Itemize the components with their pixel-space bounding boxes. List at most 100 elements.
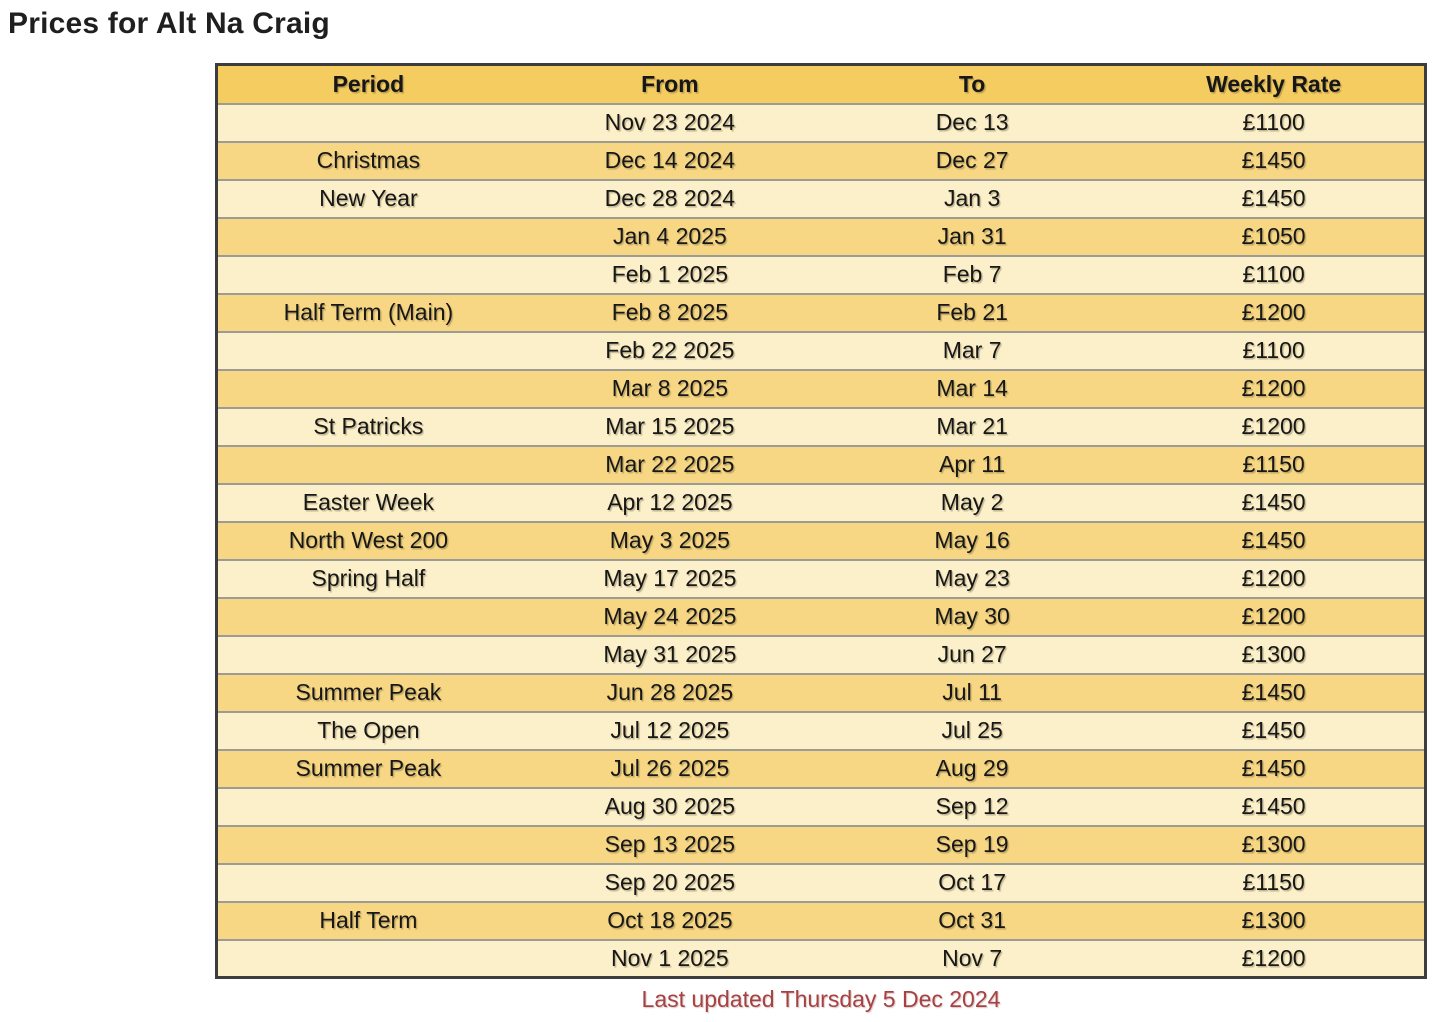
rate-cell: £1200 <box>1123 368 1426 408</box>
rate-cell: £1150 <box>1123 444 1426 484</box>
period-cell: Christmas <box>216 140 519 180</box>
page-title: Prices for Alt Na Craig <box>8 7 330 40</box>
header-row: Period From To Weekly Rate <box>216 64 1426 104</box>
period-cell: North West 200 <box>216 520 519 560</box>
table-row: New Year Dec 28 2024 Jan 3 £1450 <box>216 178 1426 218</box>
rate-cell: £1200 <box>1123 596 1426 636</box>
from-cell: May 17 2025 <box>518 558 821 598</box>
period-cell <box>216 216 519 256</box>
period-cell <box>216 368 519 408</box>
rate-cell: £1300 <box>1123 900 1426 940</box>
table-row: Nov 23 2024 Dec 13 £1100 <box>216 102 1426 142</box>
to-cell: May 30 <box>821 596 1124 636</box>
from-cell: Sep 13 2025 <box>518 824 821 864</box>
table-row: St Patricks Mar 15 2025 Mar 21 £1200 <box>216 406 1426 446</box>
table-row: Feb 22 2025 Mar 7 £1100 <box>216 330 1426 370</box>
period-cell: Easter Week <box>216 482 519 522</box>
rate-cell: £1150 <box>1123 862 1426 902</box>
to-cell: Jan 31 <box>821 216 1124 256</box>
table-row: Half Term (Main) Feb 8 2025 Feb 21 £1200 <box>216 292 1426 332</box>
table-row: Spring Half May 17 2025 May 23 £1200 <box>216 558 1426 598</box>
table-row: Summer Peak Jun 28 2025 Jul 11 £1450 <box>216 672 1426 712</box>
to-cell: Apr 11 <box>821 444 1124 484</box>
price-table: Period From To Weekly Rate Nov 23 2024 De… <box>215 63 1427 979</box>
period-cell <box>216 862 519 902</box>
period-cell: New Year <box>216 178 519 218</box>
rate-cell: £1300 <box>1123 824 1426 864</box>
column-header-weekly-rate: Weekly Rate <box>1123 64 1426 104</box>
from-cell: Mar 22 2025 <box>518 444 821 484</box>
from-cell: May 24 2025 <box>518 596 821 636</box>
from-cell: Dec 14 2024 <box>518 140 821 180</box>
last-updated-note: Last updated Thursday 5 Dec 2024 <box>641 986 1001 1012</box>
table-row: Sep 13 2025 Sep 19 £1300 <box>216 824 1426 864</box>
column-header-from: From <box>518 64 821 104</box>
to-cell: Sep 12 <box>821 786 1124 826</box>
to-cell: Aug 29 <box>821 748 1124 788</box>
table-row: Sep 20 2025 Oct 17 £1150 <box>216 862 1426 902</box>
price-table-section: Period From To Weekly Rate Nov 23 2024 De… <box>215 63 1427 1013</box>
from-cell: Mar 8 2025 <box>518 368 821 408</box>
to-cell: May 16 <box>821 520 1124 560</box>
to-cell: Feb 21 <box>821 292 1124 332</box>
period-cell <box>216 444 519 484</box>
column-header-period: Period <box>216 64 519 104</box>
from-cell: Oct 18 2025 <box>518 900 821 940</box>
to-cell: Feb 7 <box>821 254 1124 294</box>
from-cell: Apr 12 2025 <box>518 482 821 522</box>
table-row: Mar 22 2025 Apr 11 £1150 <box>216 444 1426 484</box>
table-row: Nov 1 2025 Nov 7 £1200 <box>216 938 1426 978</box>
table-row: Easter Week Apr 12 2025 May 2 £1450 <box>216 482 1426 522</box>
rate-cell: £1450 <box>1123 748 1426 788</box>
rate-cell: £1450 <box>1123 520 1426 560</box>
from-cell: Feb 22 2025 <box>518 330 821 370</box>
rate-cell: £1050 <box>1123 216 1426 256</box>
period-cell <box>216 254 519 294</box>
rate-cell: £1450 <box>1123 178 1426 218</box>
table-row: Jan 4 2025 Jan 31 £1050 <box>216 216 1426 256</box>
rate-cell: £1300 <box>1123 634 1426 674</box>
to-cell: Oct 31 <box>821 900 1124 940</box>
from-cell: Nov 1 2025 <box>518 938 821 978</box>
from-cell: Sep 20 2025 <box>518 862 821 902</box>
rate-cell: £1450 <box>1123 672 1426 712</box>
from-cell: May 31 2025 <box>518 634 821 674</box>
period-cell: Spring Half <box>216 558 519 598</box>
rate-cell: £1100 <box>1123 102 1426 142</box>
from-cell: Mar 15 2025 <box>518 406 821 446</box>
rate-cell: £1450 <box>1123 482 1426 522</box>
from-cell: Jun 28 2025 <box>518 672 821 712</box>
rate-cell: £1200 <box>1123 406 1426 446</box>
from-cell: Jul 12 2025 <box>518 710 821 750</box>
table-row: Aug 30 2025 Sep 12 £1450 <box>216 786 1426 826</box>
to-cell: Nov 7 <box>821 938 1124 978</box>
period-cell: The Open <box>216 710 519 750</box>
to-cell: Jan 3 <box>821 178 1124 218</box>
from-cell: Aug 30 2025 <box>518 786 821 826</box>
from-cell: Jul 26 2025 <box>518 748 821 788</box>
table-row: Christmas Dec 14 2024 Dec 27 £1450 <box>216 140 1426 180</box>
to-cell: Mar 21 <box>821 406 1124 446</box>
period-cell <box>216 596 519 636</box>
period-cell <box>216 634 519 674</box>
from-cell: May 3 2025 <box>518 520 821 560</box>
table-row: Summer Peak Jul 26 2025 Aug 29 £1450 <box>216 748 1426 788</box>
from-cell: Jan 4 2025 <box>518 216 821 256</box>
period-cell: Half Term (Main) <box>216 292 519 332</box>
to-cell: Mar 7 <box>821 330 1124 370</box>
rate-cell: £1450 <box>1123 140 1426 180</box>
rate-cell: £1100 <box>1123 330 1426 370</box>
rate-cell: £1450 <box>1123 710 1426 750</box>
to-cell: Jul 11 <box>821 672 1124 712</box>
to-cell: Dec 13 <box>821 102 1124 142</box>
period-cell <box>216 102 519 142</box>
from-cell: Dec 28 2024 <box>518 178 821 218</box>
period-cell <box>216 938 519 978</box>
table-row: May 24 2025 May 30 £1200 <box>216 596 1426 636</box>
period-cell <box>216 824 519 864</box>
from-cell: Feb 8 2025 <box>518 292 821 332</box>
table-row: The Open Jul 12 2025 Jul 25 £1450 <box>216 710 1426 750</box>
to-cell: May 2 <box>821 482 1124 522</box>
to-cell: Jun 27 <box>821 634 1124 674</box>
rate-cell: £1100 <box>1123 254 1426 294</box>
